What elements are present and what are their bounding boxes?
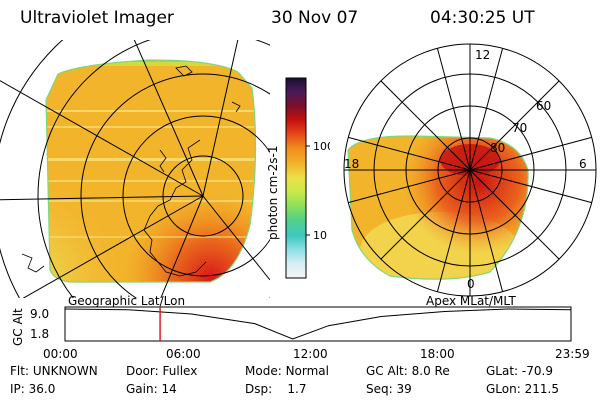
altitude-timeline: GC Alt 9.0 1.8 00:00 06:00 12:00 18:00 2… (11, 306, 590, 360)
mlt-label-0: 0 (467, 277, 475, 291)
mlat-label-60: 60 (536, 99, 551, 113)
observation-date: 30 Nov 07 (271, 8, 359, 28)
mlat-label-80: 80 (490, 141, 505, 155)
status-flt: Flt: UNKNOWN (10, 364, 98, 378)
mlt-label-12: 12 (475, 48, 490, 62)
status-mode: Mode: Normal (245, 364, 329, 378)
timeline-tick-0600: 06:00 (166, 347, 201, 360)
timeline-tick-2359: 23:59 (555, 347, 590, 360)
timeline-ylabel: GC Alt (11, 308, 25, 346)
observation-time: 04:30:25 UT (430, 8, 535, 28)
polar-emission-image (348, 135, 529, 280)
timeline-tick-0000: 00:00 (43, 347, 78, 360)
timeline-tick-1800: 18:00 (420, 347, 455, 360)
timeline-tick-1200: 12:00 (293, 347, 328, 360)
timeline-ymin: 1.8 (30, 327, 49, 341)
geo-lat-lon-grid (0, 40, 270, 298)
geographic-panel-label: Geographic Lat/Lon (68, 294, 186, 308)
instrument-title: Ultraviolet Imager (20, 8, 174, 28)
status-dsp: Dsp: 1.7 (245, 382, 307, 396)
polar-grid (343, 43, 597, 297)
colorbar-gradient (285, 77, 307, 279)
status-ip: IP: 36.0 (10, 382, 56, 396)
colorbar-unit-label: photon cm-2s-1 (266, 146, 280, 241)
geographic-image-panel (0, 40, 270, 298)
status-gain: Gain: 14 (126, 382, 177, 396)
status-seq: Seq: 39 (366, 382, 412, 396)
intensity-colorbar: 100 10 photon cm-2s-1 (266, 77, 330, 279)
mlt-label-6: 6 (579, 157, 587, 171)
status-door: Door: Fullex (126, 364, 198, 378)
status-glat: GLat: -70.9 (486, 364, 553, 378)
colorbar-tick-10: 10 (313, 229, 327, 242)
mlat-label-70: 70 (512, 121, 527, 135)
colorbar-tick-100: 100 (313, 140, 330, 153)
timeline-frame (64, 306, 572, 342)
geographic-emission-image (46, 60, 256, 282)
polar-panel-label: Apex MLat/MLT (426, 294, 516, 308)
altitude-curve (64, 308, 572, 340)
coastline-outline (21, 65, 241, 277)
status-glon: GLon: 211.5 (486, 382, 559, 396)
polar-image-panel: 12 18 6 0 60 70 80 (343, 43, 597, 297)
status-gc-alt: GC Alt: 8.0 Re (366, 364, 450, 378)
timeline-ymax: 9.0 (30, 307, 49, 321)
mlt-label-18: 18 (344, 157, 359, 171)
